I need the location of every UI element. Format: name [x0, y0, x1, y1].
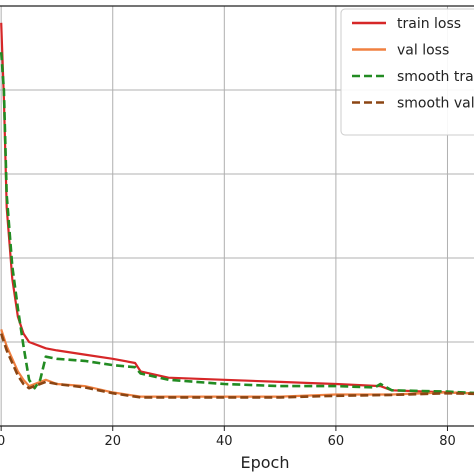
x-tick-label: 20 [104, 434, 121, 449]
legend-label: smooth train loss [397, 69, 474, 85]
legend-label: val loss [397, 43, 449, 59]
x-tick-label: 60 [328, 434, 345, 449]
x-axis-label: Epoch [241, 453, 290, 472]
x-tick-label: 0 [0, 434, 5, 449]
series-line-val-loss [0, 329, 474, 398]
series-layer [0, 22, 474, 399]
legend-box [340, 8, 474, 136]
series-line-smooth-train-loss [0, 52, 474, 395]
x-tick-label: 80 [439, 434, 456, 449]
legend-label: train loss [397, 16, 461, 32]
grid-lines [0, 6, 474, 426]
series-line-train-loss [0, 22, 474, 395]
legend-label: smooth val loss [397, 96, 474, 112]
x-tick-label: 40 [216, 434, 233, 449]
x-ticks: 0 20 40 60 80 [0, 426, 456, 449]
legend: train loss val loss smooth train loss smoot… [340, 8, 474, 136]
